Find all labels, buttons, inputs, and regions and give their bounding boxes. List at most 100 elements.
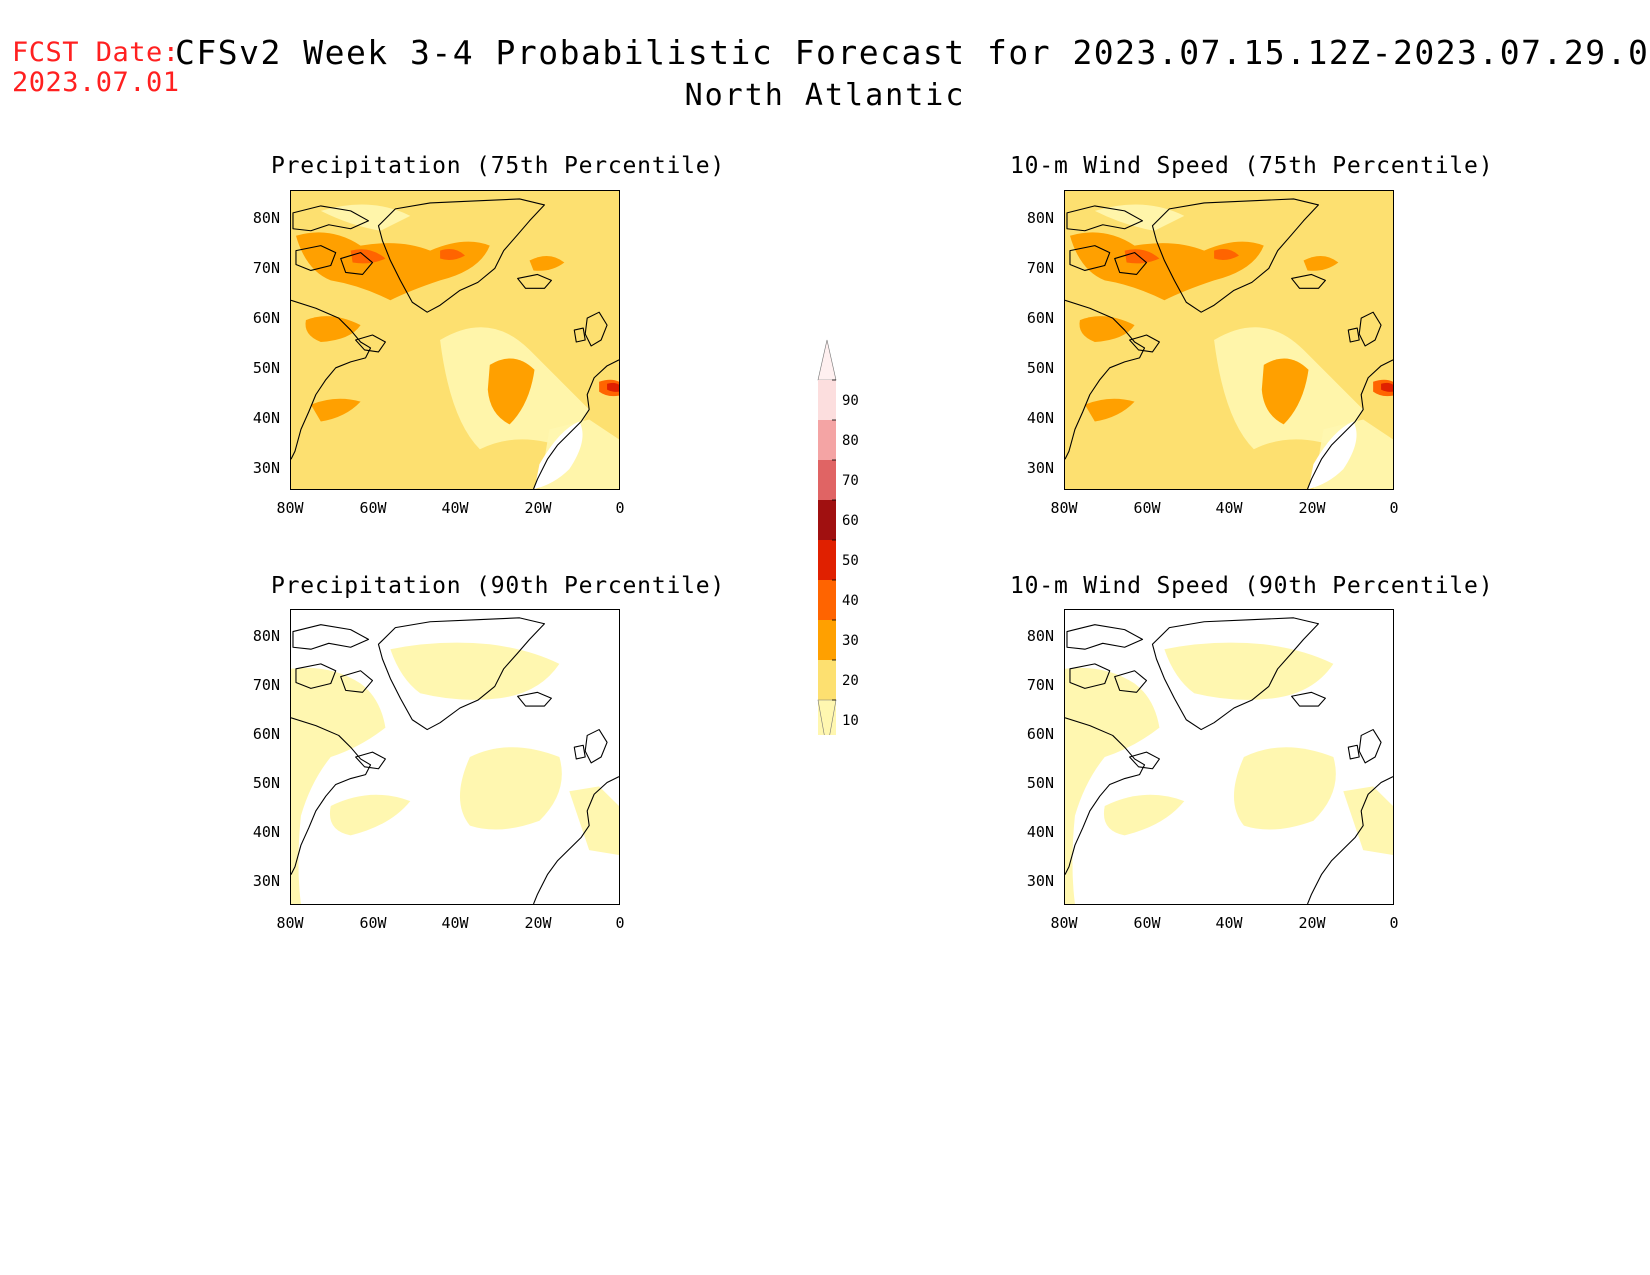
coastline: [1129, 334, 1160, 353]
map-precip-90: [290, 609, 620, 905]
coastline: [1065, 299, 1146, 460]
colorbar-level-label: 40: [842, 593, 859, 609]
lat-tick: 70N: [1026, 259, 1054, 277]
lon-tick: 0: [615, 914, 625, 932]
coastline: [573, 744, 586, 760]
lon-tick: 60W: [359, 499, 387, 517]
coastline: [1291, 273, 1326, 289]
fcst-date-block: FCST Date: 2023.07.01: [12, 38, 180, 98]
lat-tick: 70N: [252, 259, 280, 277]
lat-tick: 70N: [252, 676, 280, 694]
prob-50-60-area: [607, 382, 619, 392]
fcst-date-value: 2023.07.01: [12, 67, 180, 98]
coastline: [291, 717, 372, 875]
coastline: [584, 311, 608, 347]
coastline: [1069, 245, 1111, 272]
prob-10-20-area: [569, 786, 619, 855]
prob-10-20-area: [320, 204, 411, 231]
colorbar-level-label: 30: [842, 633, 859, 649]
prob-10-20-area: [1233, 747, 1336, 830]
coastline: [1066, 205, 1144, 232]
coastline: [355, 751, 386, 770]
colorbar-swatch: [818, 540, 836, 580]
lat-tick: 60N: [252, 309, 280, 327]
prob-30-40-area: [1303, 256, 1339, 271]
colorbar-swatch: [818, 500, 836, 540]
lat-tick: 40N: [252, 409, 280, 427]
colorbar-level-label: 60: [842, 513, 859, 529]
prob-30-40-area: [1079, 316, 1135, 342]
colorbar-swatch: [818, 380, 836, 420]
coastline: [1066, 624, 1144, 650]
lon-tick: 80W: [1050, 914, 1078, 932]
coastline: [1307, 359, 1393, 489]
lon-tick: 40W: [441, 499, 469, 517]
lat-tick: 80N: [252, 627, 280, 645]
coastline: [533, 359, 619, 489]
lat-tick: 40N: [1026, 823, 1054, 841]
coastline: [355, 334, 386, 353]
lon-tick: 60W: [1133, 499, 1161, 517]
prob-10-20-area: [1103, 794, 1185, 836]
lat-tick: 80N: [252, 209, 280, 227]
coastline: [291, 299, 372, 460]
lat-tick: 80N: [1026, 209, 1054, 227]
lon-tick: 40W: [1215, 499, 1243, 517]
map-wind-75: [1064, 190, 1394, 490]
lon-tick: 20W: [1298, 499, 1326, 517]
lat-tick: 60N: [252, 725, 280, 743]
coastline: [1151, 198, 1320, 313]
coastline: [1347, 744, 1360, 760]
coastline: [1114, 670, 1148, 693]
coastline: [584, 729, 608, 764]
region-subtitle: North Atlantic: [684, 78, 966, 113]
lat-tick: 60N: [1026, 309, 1054, 327]
lon-tick: 60W: [1133, 914, 1161, 932]
prob-10-20-area: [390, 642, 560, 700]
coastline: [1307, 776, 1393, 904]
coastline: [533, 776, 619, 904]
prob-30-40-area: [305, 316, 361, 342]
prob-30-40-area: [1261, 358, 1309, 425]
coastline: [517, 273, 552, 289]
coastline: [1291, 691, 1326, 707]
lat-tick: 60N: [1026, 725, 1054, 743]
colorbar-swatch: [818, 700, 836, 735]
lon-tick: 80W: [1050, 499, 1078, 517]
lat-tick: 30N: [1026, 872, 1054, 890]
colorbar-top-arrow: [817, 339, 837, 381]
colorbar-swatch: [818, 580, 836, 620]
coastline: [377, 617, 546, 731]
prob-10-20-area: [1343, 786, 1393, 855]
prob-30-40-area: [487, 358, 535, 425]
lat-tick: 30N: [252, 872, 280, 890]
coastline: [1347, 327, 1360, 343]
lon-tick: 40W: [1215, 914, 1243, 932]
coastline: [1114, 252, 1148, 275]
colorbar-legend: 90 80 70 60 50 40 30 20 10: [817, 339, 859, 735]
coastline: [292, 205, 370, 232]
lon-tick: 0: [1389, 914, 1399, 932]
coastline: [295, 245, 337, 272]
lon-tick: 0: [615, 499, 625, 517]
coastline: [573, 327, 586, 343]
prob-40-50-area: [440, 248, 465, 260]
lat-tick: 50N: [252, 359, 280, 377]
coastline: [1151, 617, 1320, 731]
colorbar-level-label: 90: [842, 393, 859, 409]
lat-tick: 50N: [1026, 359, 1054, 377]
fcst-date-label: FCST Date:: [12, 37, 180, 68]
coastline: [1358, 729, 1382, 764]
lat-tick: 50N: [1026, 774, 1054, 792]
colorbar-level-label: 20: [842, 673, 859, 689]
coastline: [517, 691, 552, 707]
lat-tick: 40N: [252, 823, 280, 841]
lon-tick: 80W: [276, 914, 304, 932]
colorbar-level-label: 50: [842, 553, 859, 569]
colorbar-swatch: [818, 460, 836, 500]
prob-30-40-area: [529, 256, 565, 271]
coastline: [1069, 663, 1111, 689]
coastline: [340, 670, 374, 693]
lon-tick: 0: [1389, 499, 1399, 517]
lat-tick: 30N: [252, 459, 280, 477]
